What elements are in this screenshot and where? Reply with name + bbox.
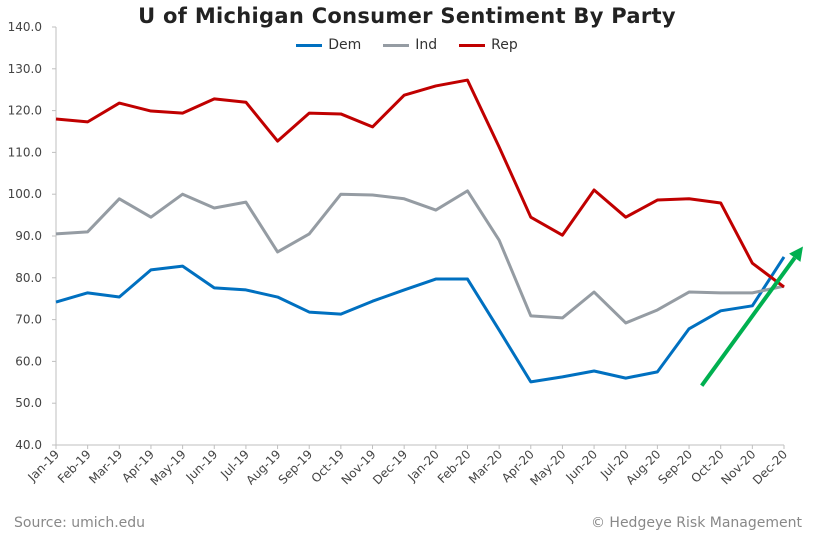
y-tick-label: 120.0 [8, 104, 42, 118]
y-tick-label: 50.0 [15, 396, 42, 410]
y-tick-label: 80.0 [15, 271, 42, 285]
x-tick-label: Sep-20 [655, 447, 695, 487]
x-tick-label: May-19 [148, 447, 189, 488]
y-tick-label: 40.0 [15, 438, 42, 452]
legend-item-ind: Ind [383, 37, 437, 53]
x-tick-label: Sep-19 [276, 447, 316, 487]
x-tick-label: May-20 [527, 447, 568, 488]
y-tick-label: 110.0 [8, 145, 42, 159]
legend-item-dem: Dem [296, 37, 361, 53]
y-tick-label: 90.0 [15, 229, 42, 243]
legend-swatch-rep [459, 43, 486, 47]
y-tick-label: 70.0 [15, 313, 42, 327]
x-tick-label: Feb-19 [55, 447, 94, 486]
series-line-rep [55, 78, 785, 289]
x-tick-label: Aug-20 [623, 447, 663, 487]
x-tick-label: Jan-20 [404, 447, 442, 485]
x-tick-label: Dec-19 [370, 447, 410, 487]
x-tick-label: Jun-20 [562, 447, 600, 485]
source-note: Source: umich.edu [14, 515, 146, 531]
series-line-ind [55, 189, 785, 325]
annotation-arrow-head [789, 246, 803, 262]
legend-label: Rep [491, 37, 518, 53]
x-tick-label: Dec-20 [750, 447, 790, 487]
legend-label: Dem [328, 37, 362, 53]
legend-item-rep: Rep [459, 37, 518, 53]
x-tick-label: Aug-19 [243, 447, 283, 487]
x-tick-label: Mar-19 [86, 447, 125, 486]
x-tick-label: Mar-20 [466, 447, 505, 486]
x-tick-label: Jan-19 [25, 447, 63, 485]
legend-swatch-dem [296, 43, 323, 47]
x-tick-label: Feb-20 [435, 447, 474, 486]
y-tick-label: 100.0 [8, 187, 42, 201]
legend-label: Ind [415, 37, 438, 53]
y-tick-label: 130.0 [8, 62, 42, 76]
legend-swatch-ind [383, 43, 410, 47]
y-tick-label: 60.0 [15, 354, 42, 368]
x-tick-label: Jun-19 [183, 447, 221, 485]
copyright-note: © Hedgeye Risk Management [590, 515, 802, 531]
legend: Dem Ind Rep [0, 37, 814, 53]
chart-title: U of Michigan Consumer Sentiment By Part… [138, 4, 676, 28]
annotation-arrow-shaft [700, 256, 797, 387]
y-tick-label: 140.0 [8, 20, 42, 34]
series-line-dem [55, 256, 786, 384]
